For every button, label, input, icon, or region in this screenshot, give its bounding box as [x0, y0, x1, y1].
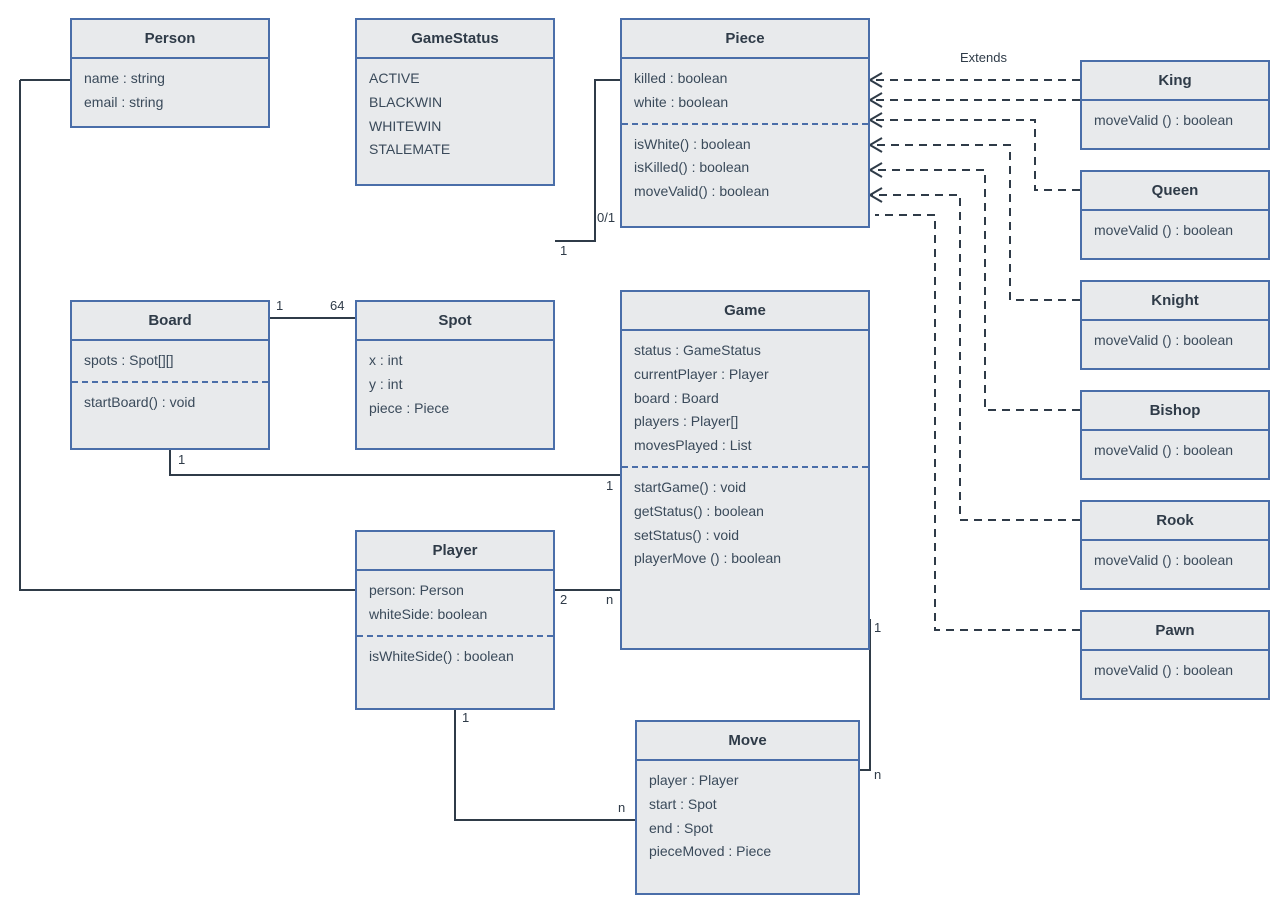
class-methods: moveValid () : boolean [1082, 101, 1268, 141]
class-bishop: Bishop moveValid () : boolean [1080, 390, 1270, 480]
class-title: Rook [1082, 502, 1268, 541]
class-attrs: person: PersonwhiteSide: boolean [357, 571, 553, 635]
class-queen: Queen moveValid () : boolean [1080, 170, 1270, 260]
class-title: GameStatus [357, 20, 553, 59]
class-pawn: Pawn moveValid () : boolean [1080, 610, 1270, 700]
class-methods: moveValid () : boolean [1082, 211, 1268, 251]
class-title: Player [357, 532, 553, 571]
class-title: Board [72, 302, 268, 341]
mult-board-game-1b: 1 [606, 478, 613, 493]
class-title: Piece [622, 20, 868, 59]
class-attrs: status : GameStatuscurrentPlayer : Playe… [622, 331, 868, 466]
class-title: Person [72, 20, 268, 59]
class-rook: Rook moveValid () : boolean [1080, 500, 1270, 590]
class-game: Game status : GameStatuscurrentPlayer : … [620, 290, 870, 650]
class-methods: moveValid () : boolean [1082, 651, 1268, 691]
class-title: Pawn [1082, 612, 1268, 651]
class-methods: moveValid () : boolean [1082, 321, 1268, 361]
class-move: Move player : Playerstart : Spotend : Sp… [635, 720, 860, 895]
mult-player-move-1: 1 [462, 710, 469, 725]
class-methods: startGame() : voidgetStatus() : booleans… [622, 468, 868, 579]
mult-board-spot-64: 64 [330, 298, 344, 313]
mult-spot-piece-01: 0/1 [597, 210, 615, 225]
mult-game-move-n: n [874, 767, 881, 782]
class-king: King moveValid () : boolean [1080, 60, 1270, 150]
mult-player-move-n: n [618, 800, 625, 815]
class-attrs: name : stringemail : string [72, 59, 268, 123]
class-title: Bishop [1082, 392, 1268, 431]
class-attrs: spots : Spot[][] [72, 341, 268, 381]
class-title: Queen [1082, 172, 1268, 211]
class-piece: Piece killed : booleanwhite : boolean is… [620, 18, 870, 228]
mult-player-game-2: 2 [560, 592, 567, 607]
class-title: Move [637, 722, 858, 761]
mult-player-game-n: n [606, 592, 613, 607]
class-player: Player person: PersonwhiteSide: boolean … [355, 530, 555, 710]
class-title: Knight [1082, 282, 1268, 321]
mult-spot-piece-1: 1 [560, 243, 567, 258]
mult-board-spot-1: 1 [276, 298, 283, 313]
class-methods: startBoard() : void [72, 383, 268, 423]
class-board: Board spots : Spot[][] startBoard() : vo… [70, 300, 270, 450]
class-attrs: player : Playerstart : Spotend : Spotpie… [637, 761, 858, 872]
class-person: Person name : stringemail : string [70, 18, 270, 128]
class-title: Game [622, 292, 868, 331]
class-attrs: ACTIVEBLACKWINWHITEWINSTALEMATE [357, 59, 553, 170]
extends-label: Extends [960, 50, 1007, 65]
class-methods: isWhite() : booleanisKilled() : booleanm… [622, 125, 868, 212]
mult-game-move-1: 1 [874, 620, 881, 635]
class-title: King [1082, 62, 1268, 101]
class-title: Spot [357, 302, 553, 341]
class-methods: moveValid () : boolean [1082, 431, 1268, 471]
class-spot: Spot x : inty : intpiece : Piece [355, 300, 555, 450]
class-attrs: killed : booleanwhite : boolean [622, 59, 868, 123]
class-methods: moveValid () : boolean [1082, 541, 1268, 581]
class-knight: Knight moveValid () : boolean [1080, 280, 1270, 370]
class-methods: isWhiteSide() : boolean [357, 637, 553, 677]
class-attrs: x : inty : intpiece : Piece [357, 341, 553, 428]
uml-canvas: Person name : stringemail : string GameS… [0, 0, 1280, 912]
mult-board-game-1a: 1 [178, 452, 185, 467]
class-gamestatus: GameStatus ACTIVEBLACKWINWHITEWINSTALEMA… [355, 18, 555, 186]
